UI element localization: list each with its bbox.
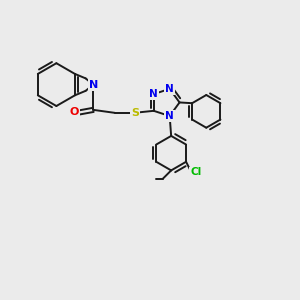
Text: S: S (131, 108, 139, 118)
Text: O: O (70, 107, 79, 117)
Text: N: N (89, 80, 98, 90)
Text: N: N (165, 84, 174, 94)
Text: Cl: Cl (190, 167, 202, 178)
Text: N: N (165, 111, 174, 121)
Text: N: N (149, 89, 158, 99)
